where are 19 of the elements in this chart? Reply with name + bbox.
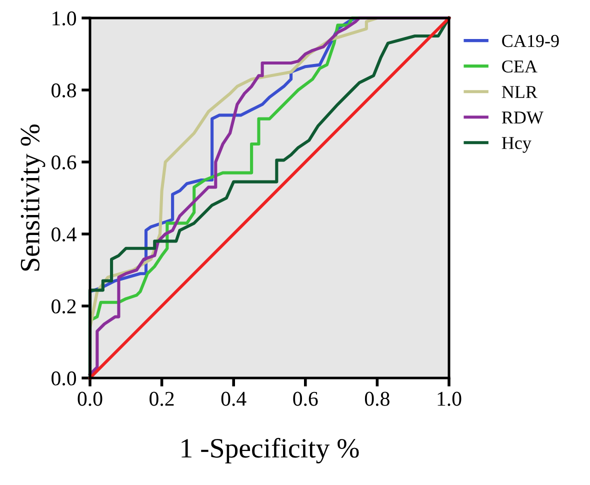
y-tick-label: 0.8	[52, 83, 76, 98]
y-tick-label: 1.0	[52, 11, 76, 26]
y-tick-label: 0.4	[52, 227, 76, 242]
legend-label: Hcy	[502, 137, 532, 153]
legend-label: CA19-9	[502, 34, 559, 48]
x-tick-label: 0.4	[221, 392, 246, 406]
y-tick-label: 0.0	[52, 371, 76, 386]
legend-label: RDW	[502, 112, 544, 124]
legend-label: CEA	[502, 60, 538, 73]
x-tick-label: 0.0	[78, 392, 102, 406]
x-axis-title: 1 -Specificity %	[182, 438, 359, 464]
y-tick-label: 0.2	[52, 299, 76, 314]
x-tick-label: 0.2	[150, 392, 174, 406]
y-tick-label: 0.6	[52, 155, 76, 170]
x-tick-label: 1.0	[438, 392, 462, 406]
y-axis-title: Sensitivity %	[20, 124, 46, 271]
legend-label: NLR	[502, 86, 538, 98]
x-tick-label: 0.8	[364, 392, 390, 406]
x-tick-label: 0.6	[293, 392, 318, 406]
